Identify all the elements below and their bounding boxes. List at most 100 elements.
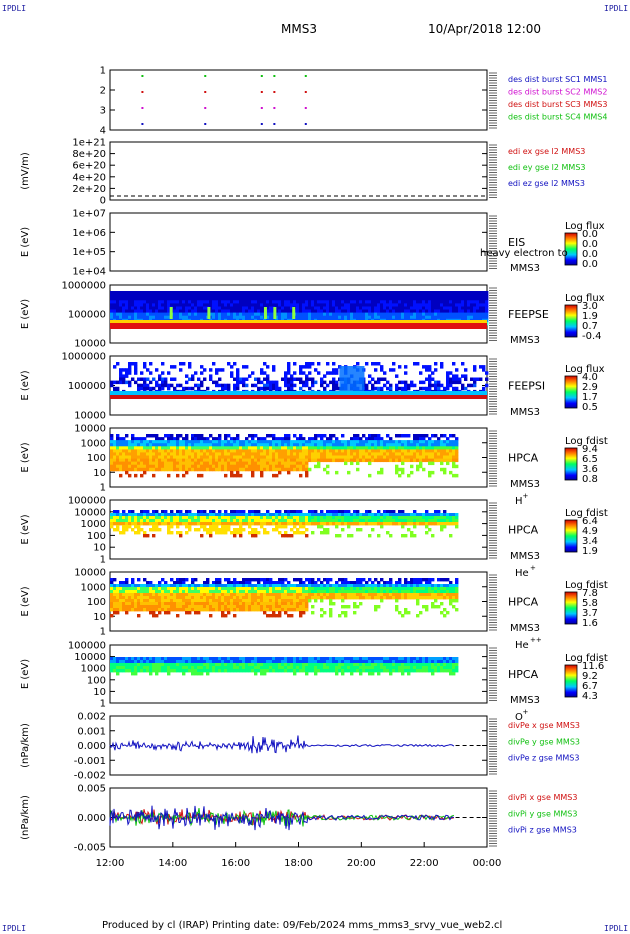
spec-cell [236,437,240,441]
spec-cell [197,611,201,615]
spec-cell [212,602,216,606]
spec-cell [125,522,129,526]
colorbar-tick: 0.0 [582,229,598,240]
spec-cell [389,300,393,304]
spec-cell [284,380,288,385]
spec-cell [137,578,141,582]
spec-cell [287,587,291,591]
spec-cell [350,446,354,450]
spec-cell [347,291,351,295]
spec-cell [155,528,159,532]
spec-cell [344,309,348,313]
spec-cell [131,602,135,606]
spec-cell [143,596,147,600]
spec-cell [470,377,474,381]
spec-cell [176,516,180,520]
spec-cell [236,446,240,450]
spec-cell [455,464,459,469]
spec-cell [341,434,345,438]
spec-cell [164,291,168,295]
spec-cell [263,300,267,304]
colorbar-tick: 4.9 [582,526,598,537]
spec-cell [443,291,447,295]
spec-cell [212,516,216,520]
spec-cell [293,291,297,295]
spec-cell [242,584,246,588]
spec-cell [284,525,288,529]
spacecraft-label: MMS3 [510,551,540,562]
spec-cell [410,531,414,535]
spec-cell [143,377,147,381]
spec-cell [233,437,237,441]
spec-cell [113,522,117,526]
spec-cell [413,434,417,438]
spec-cell [395,446,399,450]
spec-cell [473,380,477,385]
spec-cell [230,374,234,378]
spec-cell [227,522,231,526]
spec-cell [485,306,489,310]
spec-cell [185,470,189,475]
ylabel: E (eV) [20,586,31,616]
spec-cell [146,605,150,609]
spec-cell [149,458,153,463]
spec-cell [266,455,270,459]
spec-cell [239,593,243,597]
spec-cell [152,458,156,463]
spec-cell [149,516,153,520]
spec-cell [137,312,141,317]
spec-cell [185,312,189,317]
spec-cell [404,446,408,450]
spec-cell [200,467,204,472]
spec-cell [239,312,243,317]
spec-cell [149,446,153,450]
spec-cell [272,590,276,594]
spec-cell [206,386,210,391]
spec-cell [224,449,228,453]
spec-cell [215,291,219,295]
spec-cell [350,452,354,456]
spec-cell [143,590,147,594]
ytick-label: 8e+20 [72,149,106,160]
spec-cell [422,516,426,520]
spec-cell [374,300,378,304]
spec-cell [386,455,390,459]
spec-cell [425,312,429,317]
spec-cell [125,303,129,307]
spec-cell [131,464,135,469]
spec-cell [425,455,429,459]
spec-cell [374,446,378,450]
spec-cell [248,443,252,447]
spec-cell [209,368,213,372]
spec-cell [191,291,195,295]
spec-cell [230,510,234,514]
spec-cell [371,443,375,447]
spec-cell [206,303,210,307]
spec-cell [206,587,210,591]
spec-cell [248,531,252,535]
spec-cell [326,303,330,307]
spec-cell [167,443,171,447]
spec-cell [134,458,138,463]
spec-cell [428,297,432,301]
spec-cell [311,383,315,388]
spec-cell [272,297,276,301]
spec-cell [377,522,381,526]
spec-cell [146,510,150,514]
spec-cell [293,297,297,301]
spec-cell [395,309,399,313]
spec-cell [203,467,207,472]
spec-cell [320,513,324,517]
spec-cell [206,458,210,463]
spec-cell [446,458,450,463]
spec-cell [248,315,252,320]
spec-cell [395,386,399,391]
spec-cell [212,303,216,307]
spec-cell [173,516,177,520]
spec-cell [215,309,219,313]
spec-cell [185,531,189,535]
spec-cell [233,534,237,538]
spec-cell [314,291,318,295]
spec-cell [287,581,291,585]
spec-cell [278,297,282,301]
